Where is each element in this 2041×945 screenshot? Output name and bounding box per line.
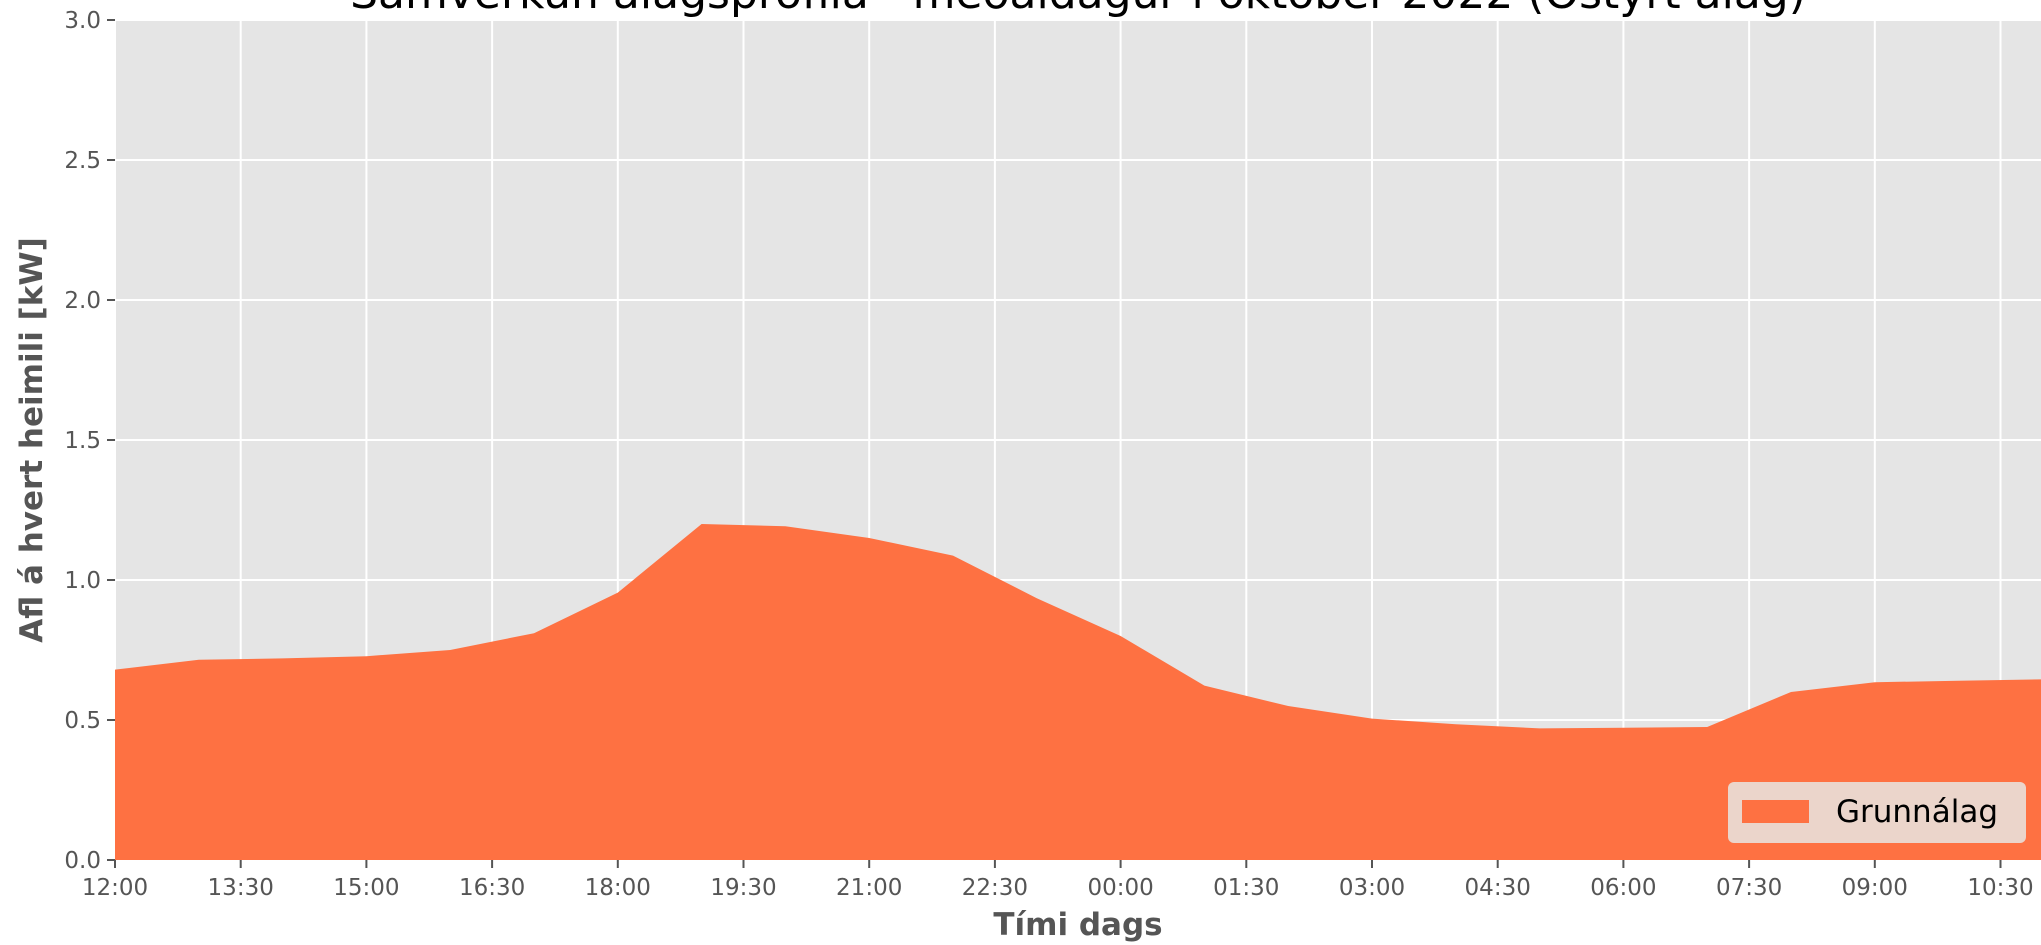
y-axis: 0.0 0.5 1.0 1.5 2.0 2.5 3.0 bbox=[64, 8, 115, 874]
y-tick-label: 1.5 bbox=[64, 428, 101, 454]
x-tick-label: 12:00 bbox=[82, 875, 148, 901]
y-tick-label: 0.5 bbox=[64, 708, 101, 734]
x-tick-label: 06:00 bbox=[1590, 875, 1656, 901]
x-tick-label: 18:00 bbox=[585, 875, 651, 901]
y-tick-label: 0.0 bbox=[64, 848, 101, 874]
x-tick-label: 00:00 bbox=[1087, 875, 1153, 901]
x-tick-label: 21:00 bbox=[836, 875, 902, 901]
legend-label-grunnalag: Grunnálag bbox=[1836, 794, 1998, 830]
x-tick-label: 22:30 bbox=[962, 875, 1028, 901]
legend-swatch-grunnalag bbox=[1742, 800, 1809, 823]
y-tick-label: 3.0 bbox=[64, 8, 101, 34]
x-tick-label: 07:30 bbox=[1716, 875, 1782, 901]
x-tick-label: 01:30 bbox=[1213, 875, 1279, 901]
legend-box bbox=[1728, 782, 2026, 843]
x-tick-label: 03:00 bbox=[1339, 875, 1405, 901]
series-area-grunnalag bbox=[115, 524, 2041, 860]
x-tick-label: 15:00 bbox=[333, 875, 399, 901]
x-tick-label: 19:30 bbox=[710, 875, 776, 901]
x-tick-label: 09:00 bbox=[1842, 875, 1908, 901]
x-tick-label: 10:30 bbox=[1967, 875, 2033, 901]
x-tick-label: 13:30 bbox=[208, 875, 274, 901]
x-axis-label: Tími dags bbox=[993, 907, 1162, 943]
x-tick-label: 16:30 bbox=[459, 875, 525, 901]
legend: Grunnálag bbox=[1728, 782, 2026, 843]
chart-title: Samverkun álagsprófíla - meðaldagur í ok… bbox=[350, 0, 1806, 19]
y-tick-label: 1.0 bbox=[64, 568, 101, 594]
y-tick-label: 2.5 bbox=[64, 148, 101, 174]
y-tick-label: 2.0 bbox=[64, 288, 101, 314]
x-axis: 12:00 13:30 15:00 16:30 18:00 19:30 21:00 22:30… bbox=[82, 860, 2034, 901]
y-axis-label: Afl á hvert heimili [kW] bbox=[14, 237, 50, 643]
x-tick-label: 04:30 bbox=[1465, 875, 1531, 901]
